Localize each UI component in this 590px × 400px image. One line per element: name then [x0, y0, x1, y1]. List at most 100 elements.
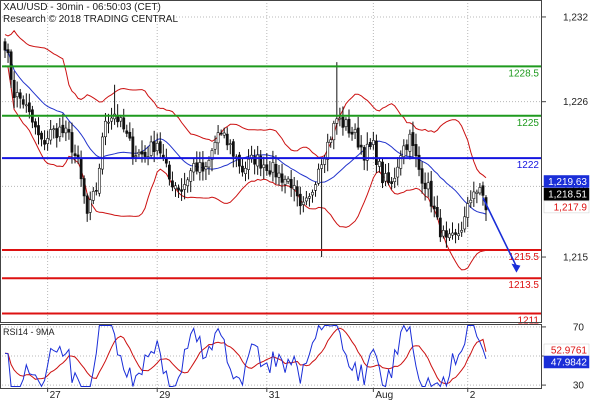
level-label: 1228.5	[508, 68, 539, 79]
candle-body	[277, 172, 281, 178]
candle-body	[198, 162, 202, 173]
candle-body	[73, 153, 77, 156]
candle-body	[411, 132, 415, 146]
candle-body	[180, 189, 183, 192]
candle-body	[426, 182, 430, 190]
candle-body	[478, 187, 482, 194]
chart-title: XAU/USD - 30min - 06:50:03 (CET)	[3, 2, 161, 13]
candle-body	[365, 143, 369, 161]
rsi-grid	[2, 324, 541, 388]
candle-body	[262, 164, 266, 168]
candle-body	[396, 166, 400, 178]
candle-body	[362, 147, 366, 161]
candle-body	[18, 92, 22, 99]
candle-body	[399, 155, 403, 169]
candle-body	[457, 233, 461, 236]
candle-body	[472, 191, 476, 199]
candle-body	[408, 133, 412, 152]
candle-body	[152, 141, 156, 152]
candle-body	[265, 164, 269, 171]
candle-body	[21, 99, 25, 105]
candle-body	[466, 203, 470, 218]
candle-body	[301, 201, 305, 205]
candle-body	[82, 178, 86, 197]
candle-body	[37, 125, 40, 136]
upper-band	[4, 29, 487, 179]
candle-body	[304, 197, 308, 202]
candle-body	[460, 230, 464, 233]
price-tick-label: 1,232	[563, 12, 588, 23]
candle-body	[183, 184, 187, 190]
candle-body	[432, 205, 436, 210]
candle-body	[259, 155, 263, 169]
rsi-tag: 47.9842	[551, 358, 588, 369]
level-label: 1225	[517, 118, 540, 129]
candle-body	[158, 141, 162, 154]
price-tag-bg	[543, 200, 590, 214]
candle-body	[244, 168, 247, 175]
candle-body	[445, 230, 448, 238]
price-grid	[2, 0, 541, 322]
candle-body	[368, 141, 372, 147]
candle-body	[55, 128, 59, 139]
candle-body	[350, 131, 354, 135]
candle-body	[3, 41, 7, 51]
candle-body	[79, 158, 83, 180]
candle-body	[438, 217, 442, 238]
candle-body	[58, 126, 62, 137]
candle-body	[414, 144, 418, 157]
candle-body	[390, 181, 394, 184]
candle-body	[219, 132, 223, 135]
candle-body	[213, 142, 217, 150]
candle-body	[253, 156, 257, 165]
candle-body	[463, 216, 467, 230]
candle-body	[347, 118, 351, 134]
candle-body	[186, 179, 190, 187]
candle-body	[149, 141, 153, 156]
candle-body	[216, 132, 220, 144]
price-panel-border	[0, 0, 542, 323]
candle-body	[201, 162, 205, 172]
candle-body	[359, 144, 363, 148]
chart-copyright: Research © 2018 TRADING CENTRAL	[3, 14, 179, 25]
candle-body	[387, 172, 390, 183]
candle-body	[155, 143, 159, 152]
price-tag: 1,219.63	[548, 177, 587, 188]
candle-body	[110, 117, 113, 122]
candle-body	[423, 182, 427, 190]
candle-body	[332, 123, 336, 141]
candle-body	[52, 128, 56, 131]
candle-body	[378, 161, 381, 167]
candle-body	[137, 151, 141, 155]
support-resistance-levels: 1228.5 1225 1222 1215.5 1213.5 1211	[2, 65, 541, 327]
candle-body	[381, 161, 384, 184]
candle-body	[317, 168, 320, 184]
level-label: 1211	[517, 316, 539, 327]
rsi-line	[4, 324, 487, 388]
candle-body	[481, 185, 485, 196]
rsi-tag: 52.9761	[551, 346, 588, 357]
price-tag-bg	[543, 187, 590, 201]
candle-body	[375, 140, 378, 165]
chart-frame	[0, 0, 542, 389]
candle-body	[189, 170, 193, 182]
candle-body	[289, 179, 293, 189]
candle-body	[469, 199, 473, 204]
time-tick-label: 27	[50, 390, 62, 400]
candle-body	[134, 155, 138, 157]
candle-body	[61, 124, 65, 134]
candle-body	[97, 167, 101, 194]
time-tick-label: 31	[269, 390, 281, 400]
projection-arrow	[482, 197, 521, 273]
price-tick-label: 1,215	[563, 253, 588, 264]
candle-body	[335, 118, 339, 124]
candle-body	[34, 121, 37, 128]
candle-body	[192, 163, 196, 173]
candle-body	[27, 102, 31, 113]
candle-body	[329, 139, 333, 143]
candle-body	[384, 173, 387, 182]
candle-body	[204, 166, 208, 170]
